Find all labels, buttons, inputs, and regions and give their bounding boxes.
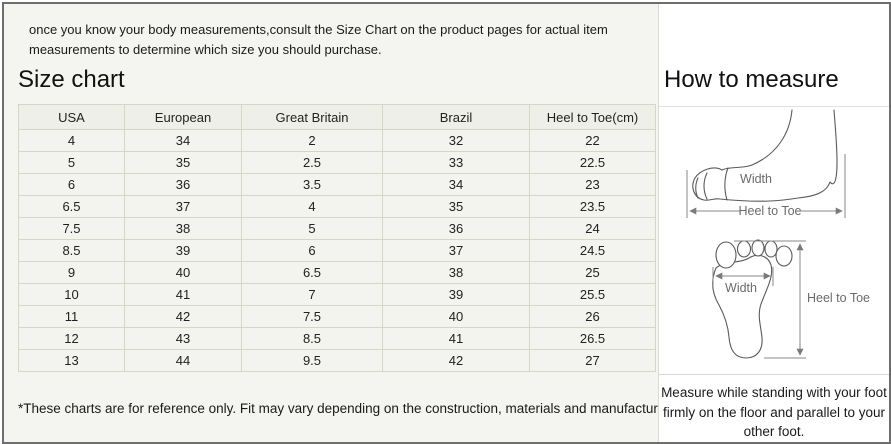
table-cell: 24 [529, 217, 656, 240]
table-cell: 8.5 [241, 327, 383, 350]
how-to-measure-panel [658, 4, 889, 442]
table-cell: 34 [124, 129, 242, 152]
table-row: 11 42 7.5 40 26 [18, 305, 656, 328]
table-cell: 2 [241, 129, 383, 152]
table-cell: 13 [18, 349, 125, 372]
table-row: 6.5 37 4 35 23.5 [18, 195, 656, 218]
table-cell: 5 [241, 217, 383, 240]
column-header: Brazil [382, 104, 530, 130]
table-row: 13 44 9.5 42 27 [18, 349, 656, 372]
table-cell: 7.5 [241, 305, 383, 328]
size-table: USA European Great Britain Brazil Heel to To… [18, 104, 656, 372]
table-cell: 23 [529, 173, 656, 196]
table-cell: 25 [529, 261, 656, 284]
table-cell: 38 [382, 261, 530, 284]
foot-side-view-diagram: Width Heel to Toe [686, 109, 846, 218]
divider-above-note [659, 374, 889, 375]
table-cell: 43 [124, 327, 242, 350]
table-cell: 41 [124, 283, 242, 306]
table-cell: 39 [124, 239, 242, 262]
table-cell: 26.5 [529, 327, 656, 350]
table-cell: 10 [18, 283, 125, 306]
column-header: USA [18, 104, 125, 130]
table-cell: 26 [529, 305, 656, 328]
table-cell: 42 [382, 349, 530, 372]
toe [751, 239, 765, 257]
foot-sole-diagram: Width Heel to Toe [712, 239, 870, 359]
table-row: 5 35 2.5 33 22.5 [18, 151, 656, 174]
header-row: USA European Great Britain Brazil Heel to To… [18, 104, 656, 130]
column-header: Great Britain [241, 104, 383, 130]
table-cell: 5 [18, 151, 125, 174]
table-cell: 12 [18, 327, 125, 350]
table-cell: 34 [382, 173, 530, 196]
table-cell: 7 [241, 283, 383, 306]
table-row: 9 40 6.5 38 25 [18, 261, 656, 284]
table-cell: 37 [382, 239, 530, 262]
column-header: European [124, 104, 242, 130]
table-cell: 39 [382, 283, 530, 306]
divider-under-title [659, 106, 889, 107]
table-row: 10 41 7 39 25.5 [18, 283, 656, 306]
toe-line [695, 177, 699, 199]
table-cell: 36 [382, 217, 530, 240]
table-cell: 11 [18, 305, 125, 328]
table-cell: 27 [529, 349, 656, 372]
table-cell: 40 [124, 261, 242, 284]
table-cell: 44 [124, 349, 242, 372]
measure-note: Measure while standing with your foot fi… [661, 385, 887, 440]
toe [736, 240, 752, 258]
table-row: 6 36 3.5 34 23 [18, 173, 656, 196]
table-cell: 22.5 [529, 151, 656, 174]
table-cell: 23.5 [529, 195, 656, 218]
table-cell: 22 [529, 129, 656, 152]
table-cell: 9 [18, 261, 125, 284]
sole-width-label: Width [725, 281, 757, 295]
sole-outline [712, 254, 773, 359]
table-cell: 35 [124, 151, 242, 174]
toe-line [703, 172, 708, 200]
table-cell: 8.5 [18, 239, 125, 262]
intro-text: once you know your body measurements,con… [29, 22, 608, 58]
big-toe [715, 241, 737, 269]
toe-joint-line [724, 167, 729, 201]
table-cell: 40 [382, 305, 530, 328]
table-cell: 7.5 [18, 217, 125, 240]
table-cell: 9.5 [241, 349, 383, 372]
table-cell: 32 [382, 129, 530, 152]
table-cell: 36 [124, 173, 242, 196]
table-row: 8.5 39 6 37 24.5 [18, 239, 656, 262]
table-cell: 2.5 [241, 151, 383, 174]
table-cell: 6.5 [241, 261, 383, 284]
table-cell: 42 [124, 305, 242, 328]
table-cell: 35 [382, 195, 530, 218]
table-cell: 6 [18, 173, 125, 196]
table-cell: 24.5 [529, 239, 656, 262]
table-cell: 25.5 [529, 283, 656, 306]
foot-side-outline [692, 109, 838, 202]
table-cell: 38 [124, 217, 242, 240]
table-cell: 3.5 [241, 173, 383, 196]
table-row: 7.5 38 5 36 24 [18, 217, 656, 240]
table-cell: 6 [241, 239, 383, 262]
sole-length-label: Heel to Toe [807, 291, 870, 305]
size-chart-title: Size chart [18, 66, 125, 93]
table-cell: 6.5 [18, 195, 125, 218]
side-length-label: Heel to Toe [738, 204, 801, 218]
table-cell: 33 [382, 151, 530, 174]
little-toe [775, 245, 793, 267]
table-row: 4 34 2 32 22 [18, 129, 656, 152]
column-header: Heel to Toe(cm) [529, 104, 656, 130]
table-cell: 4 [241, 195, 383, 218]
table-cell: 37 [124, 195, 242, 218]
table-cell: 41 [382, 327, 530, 350]
side-width-label: Width [740, 172, 772, 186]
table-row: 12 43 8.5 41 26.5 [18, 327, 656, 350]
footnote-text: *These charts are for reference only. Fi… [18, 401, 673, 416]
table-cell: 4 [18, 129, 125, 152]
how-to-measure-title: How to measure [664, 66, 839, 93]
toe [764, 240, 778, 258]
